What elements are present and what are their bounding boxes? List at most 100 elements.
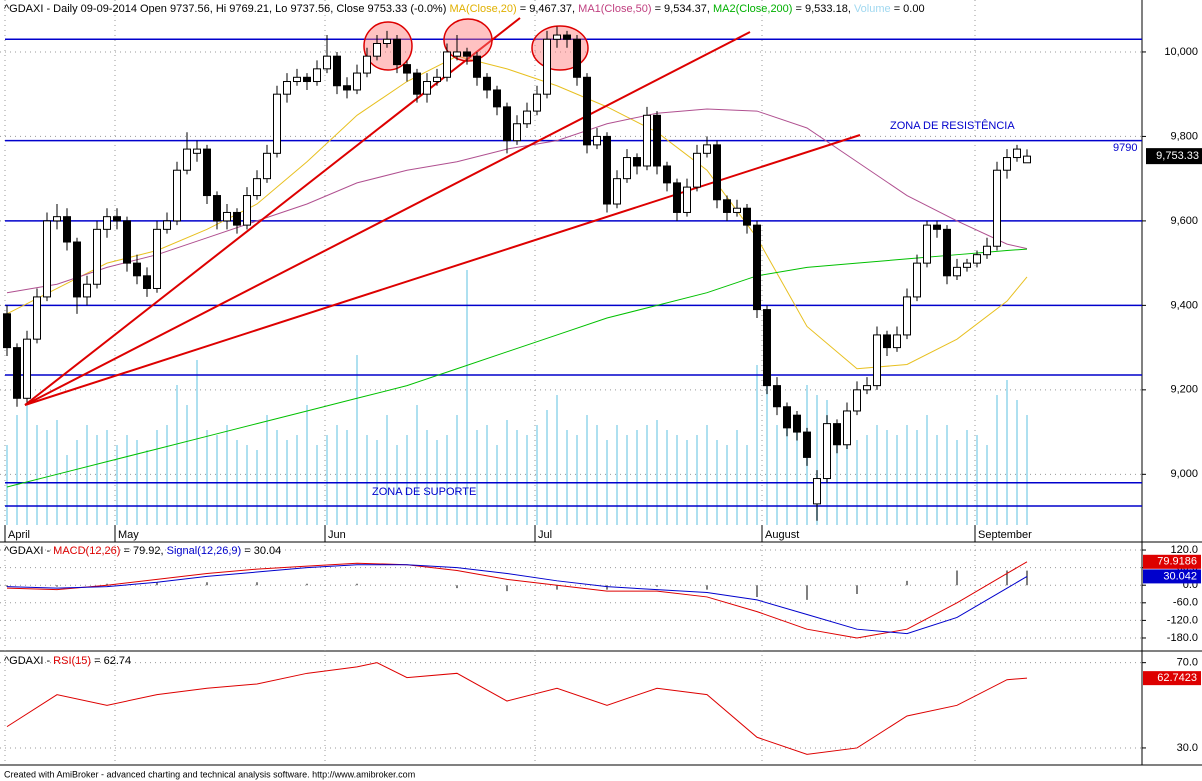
- header-part: RSI(15): [53, 655, 91, 667]
- candle-body: [383, 38, 391, 45]
- volume-bar: [756, 365, 758, 525]
- volume-bar: [226, 425, 228, 525]
- candle-body: [313, 68, 321, 83]
- y-tick-label: -180.0: [1167, 632, 1198, 644]
- volume-bar: [206, 430, 208, 525]
- candle-body: [703, 144, 711, 154]
- volume-bar: [106, 430, 108, 525]
- volume-bar: [56, 420, 58, 525]
- y-tick-label: 120.0: [1170, 544, 1198, 556]
- volume-bar: [936, 435, 938, 525]
- candle-body: [183, 148, 191, 171]
- x-tick-label: April: [8, 529, 30, 541]
- volume-bar: [456, 415, 458, 525]
- x-tick-label: Jul: [538, 529, 552, 541]
- candle-body: [33, 296, 41, 340]
- volume-bar: [46, 430, 48, 525]
- line-series: [6, 55, 1028, 370]
- volume-bar: [1016, 400, 1018, 525]
- candle-body: [903, 296, 911, 336]
- candle-body: [803, 431, 811, 458]
- volume-bar: [356, 355, 358, 525]
- candle-body: [233, 211, 241, 226]
- volume-bar: [116, 445, 118, 525]
- candle-body: [883, 334, 891, 349]
- volume-bar: [836, 435, 838, 525]
- volume-bar: [556, 395, 558, 525]
- candle-body: [943, 228, 951, 277]
- candle-body: [423, 81, 431, 95]
- annotation: ZONA DE SUPORTE: [372, 486, 476, 498]
- candle-body: [923, 224, 931, 264]
- candle-body: [853, 389, 861, 412]
- volume-bar: [6, 445, 8, 525]
- volume-bar: [326, 435, 328, 525]
- pane-header: ^GDAXI - MACD(12,26) = 79.92, Signal(12,…: [4, 545, 281, 557]
- header-part: Volume: [854, 3, 891, 15]
- candle-body: [683, 186, 691, 213]
- x-tick-label: August: [765, 529, 799, 541]
- volume-bar: [816, 395, 818, 525]
- volume-bar: [966, 430, 968, 525]
- volume-bar: [36, 425, 38, 525]
- header-part: ^GDAXI -: [4, 545, 53, 557]
- candle-body: [723, 199, 731, 213]
- candle-body: [133, 262, 141, 277]
- volume-bar: [986, 445, 988, 525]
- candle-body: [753, 224, 761, 311]
- volume-bar: [156, 430, 158, 525]
- candle-body: [983, 245, 991, 256]
- y-tick-label: -120.0: [1167, 614, 1198, 626]
- candle-body: [783, 406, 791, 429]
- candle-body: [453, 51, 461, 57]
- volume-bar: [446, 435, 448, 525]
- line-series: [6, 561, 1028, 639]
- volume-bar: [596, 425, 598, 525]
- y-tick-label: -60.0: [1173, 597, 1198, 609]
- candle-body: [833, 423, 841, 446]
- candle-body: [93, 228, 101, 285]
- volume-bar: [476, 430, 478, 525]
- candle-body: [3, 313, 11, 349]
- volume-bar: [506, 420, 508, 525]
- volume-bar: [86, 425, 88, 525]
- candle-body: [603, 135, 611, 205]
- pane-header: ^GDAXI - RSI(15) = 62.74: [4, 655, 131, 667]
- candle-body: [53, 216, 61, 222]
- candle-body: [1003, 157, 1011, 171]
- candle-body: [573, 38, 581, 78]
- volume-bar: [26, 405, 28, 525]
- volume-bar: [16, 415, 18, 525]
- candle-body: [393, 38, 401, 66]
- volume-bar: [876, 425, 878, 525]
- candle-body: [843, 410, 851, 446]
- candle-body: [593, 135, 601, 146]
- volume-bar: [576, 435, 578, 525]
- volume-bar: [406, 435, 408, 525]
- header-part: = 0.00: [891, 3, 925, 15]
- candle-body: [223, 211, 231, 222]
- candle-body: [443, 51, 451, 78]
- candle-body: [213, 195, 221, 222]
- volume-bar: [616, 425, 618, 525]
- candle-body: [563, 34, 571, 40]
- candle-body: [503, 106, 511, 142]
- volume-bar: [676, 435, 678, 525]
- y-tick-label: 30.0: [1177, 742, 1198, 754]
- volume-bar: [866, 435, 868, 525]
- candle-body: [743, 207, 751, 226]
- candle-body: [763, 309, 771, 387]
- candle-body: [653, 114, 661, 167]
- candle-body: [303, 76, 311, 83]
- header-part: MA(Close,20): [449, 3, 516, 15]
- candle-body: [143, 275, 151, 289]
- volume-bar: [276, 430, 278, 525]
- volume-bar: [416, 405, 418, 525]
- volume-bar: [336, 425, 338, 525]
- volume-bar: [176, 385, 178, 525]
- candle-body: [963, 262, 971, 268]
- volume-bar: [906, 425, 908, 525]
- candle-body: [363, 55, 371, 74]
- candle-body: [293, 76, 301, 83]
- candle-body: [353, 72, 361, 91]
